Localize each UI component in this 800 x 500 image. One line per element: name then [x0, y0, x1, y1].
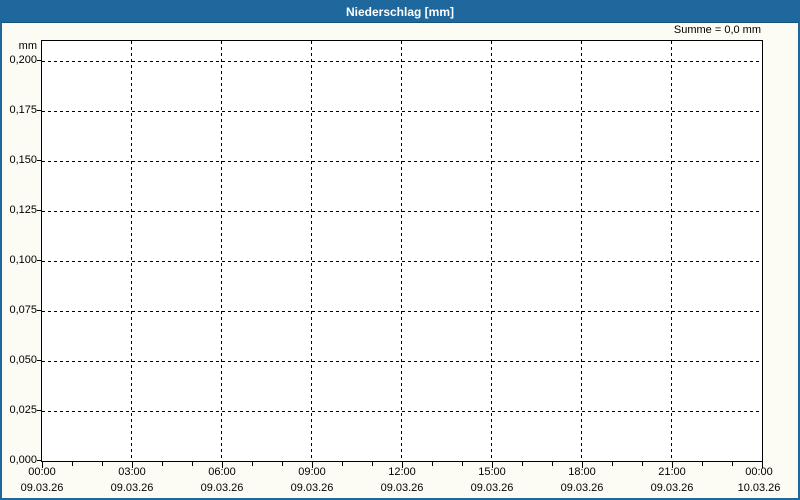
v-gridline	[491, 41, 492, 461]
x-axis-tick	[312, 462, 313, 468]
x-axis-tick	[162, 462, 163, 466]
y-tick-label: 0,200	[9, 54, 37, 66]
x-tick-time: 21:00	[658, 466, 686, 478]
v-gridline	[131, 41, 132, 461]
x-tick-time: 00:00	[745, 466, 773, 478]
v-gridline	[401, 41, 402, 461]
chart-title: Niederschlag [mm]	[345, 5, 455, 19]
x-tick-time: 00:00	[28, 466, 56, 478]
x-axis-tick	[342, 462, 343, 466]
x-axis-tick	[432, 462, 433, 466]
x-tick-date: 10.03.26	[737, 482, 781, 494]
x-tick-date: 09.03.26	[20, 482, 64, 494]
x-axis-tick	[672, 462, 673, 468]
x-tick-date: 09.03.26	[560, 482, 604, 494]
y-tick-label: 0,150	[9, 154, 37, 166]
h-gridline	[42, 311, 762, 312]
v-gridline	[311, 41, 312, 461]
h-gridline	[42, 61, 762, 62]
y-axis-tick	[37, 160, 41, 161]
y-tick-label: 0,000	[9, 454, 37, 466]
y-tick-label: 0,125	[9, 204, 37, 216]
x-axis-tick	[192, 462, 193, 466]
y-tick-label: 0,050	[9, 354, 37, 366]
h-gridline	[42, 111, 762, 112]
x-tick-time: 03:00	[118, 466, 146, 478]
v-gridline	[221, 41, 222, 461]
h-gridline	[42, 161, 762, 162]
y-tick-label: 0,025	[9, 404, 37, 416]
x-axis-tick	[522, 462, 523, 466]
plot-area	[41, 40, 763, 462]
x-axis-tick	[252, 462, 253, 466]
x-axis-tick	[732, 462, 733, 466]
y-tick-label: 0,175	[9, 104, 37, 116]
x-tick-date: 09.03.26	[290, 482, 334, 494]
x-axis-tick	[72, 462, 73, 466]
h-gridline	[42, 261, 762, 262]
x-axis-tick	[222, 462, 223, 468]
y-axis-tick	[37, 410, 41, 411]
x-tick-date: 09.03.26	[380, 482, 424, 494]
y-axis-unit-label: mm	[18, 40, 37, 52]
x-axis-tick	[702, 462, 703, 466]
x-axis-tick	[552, 462, 553, 466]
x-axis-tick	[762, 462, 763, 468]
x-tick-date: 09.03.26	[650, 482, 694, 494]
x-tick-time: 06:00	[208, 466, 236, 478]
v-gridline	[581, 41, 582, 461]
sum-annotation: Summe = 0,0 mm	[673, 24, 761, 36]
x-axis-tick	[102, 462, 103, 466]
x-axis-tick	[582, 462, 583, 468]
x-tick-time: 12:00	[388, 466, 416, 478]
y-axis-tick	[37, 460, 41, 461]
x-tick-time: 15:00	[478, 466, 506, 478]
x-axis-tick	[372, 462, 373, 466]
x-tick-date: 09.03.26	[200, 482, 244, 494]
x-axis-tick	[282, 462, 283, 466]
h-gridline	[42, 361, 762, 362]
y-tick-label: 0,100	[9, 254, 37, 266]
h-gridline	[42, 411, 762, 412]
y-axis-tick	[37, 110, 41, 111]
y-axis-tick	[37, 260, 41, 261]
x-axis-tick	[132, 462, 133, 468]
y-axis-tick	[37, 310, 41, 311]
x-tick-time: 18:00	[568, 466, 596, 478]
title-bar: Niederschlag [mm]	[2, 2, 798, 23]
y-axis-tick	[37, 60, 41, 61]
x-axis-tick	[612, 462, 613, 466]
x-axis-tick	[402, 462, 403, 468]
x-tick-date: 09.03.26	[110, 482, 154, 494]
x-axis-tick	[642, 462, 643, 466]
x-axis-tick	[42, 462, 43, 468]
x-axis-tick	[462, 462, 463, 466]
y-tick-label: 0,075	[9, 304, 37, 316]
h-gridline	[42, 211, 762, 212]
v-gridline	[671, 41, 672, 461]
y-axis-tick	[37, 210, 41, 211]
y-axis-tick	[37, 360, 41, 361]
x-tick-date: 09.03.26	[470, 482, 514, 494]
x-tick-time: 09:00	[298, 466, 326, 478]
x-axis-tick	[492, 462, 493, 468]
